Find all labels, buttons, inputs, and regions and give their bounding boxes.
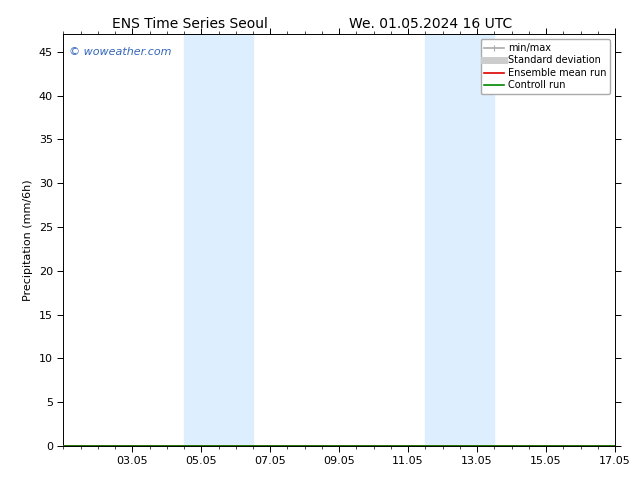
Bar xyxy=(184,34,253,446)
Y-axis label: Precipitation (mm/6h): Precipitation (mm/6h) xyxy=(23,179,34,301)
Legend: min/max, Standard deviation, Ensemble mean run, Controll run: min/max, Standard deviation, Ensemble me… xyxy=(481,39,610,94)
Text: We. 01.05.2024 16 UTC: We. 01.05.2024 16 UTC xyxy=(349,17,513,31)
Text: ENS Time Series Seoul: ENS Time Series Seoul xyxy=(112,17,268,31)
Bar xyxy=(425,34,495,446)
Text: © woweather.com: © woweather.com xyxy=(69,47,171,57)
